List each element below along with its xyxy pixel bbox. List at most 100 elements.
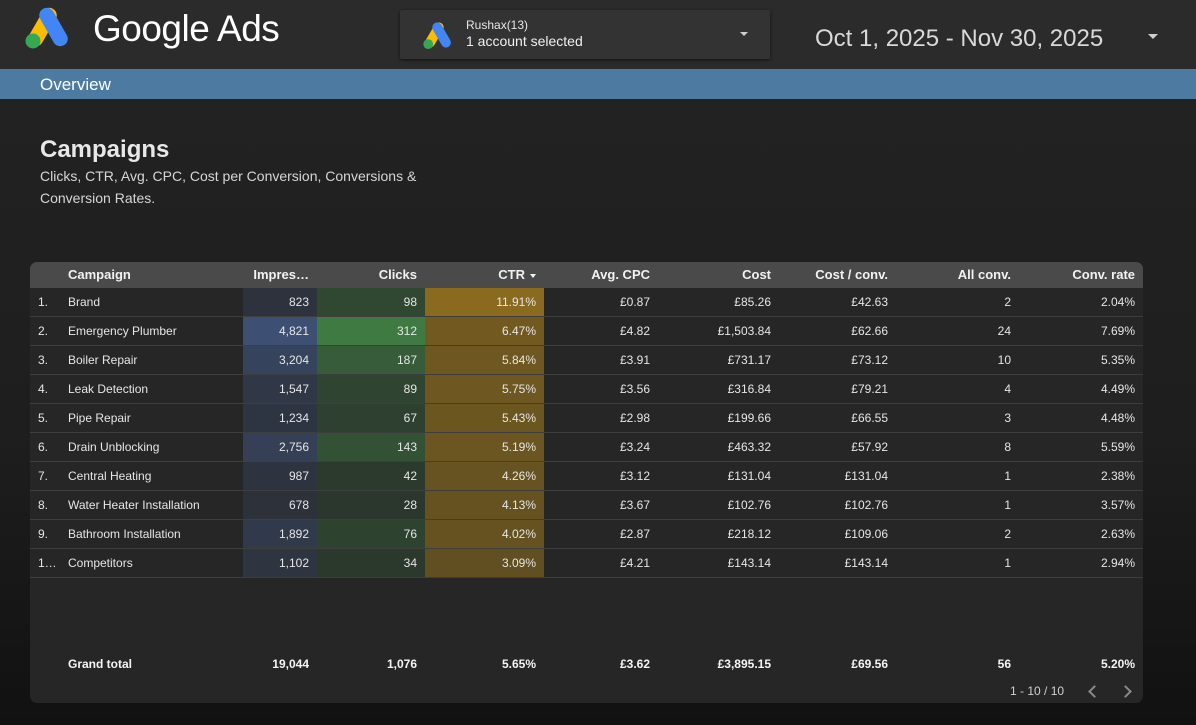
cell-avg-cpc: £3.12 <box>619 469 650 483</box>
row-number: 1… <box>38 556 57 570</box>
account-selector[interactable]: Rushax(13) 1 account selected <box>400 10 770 59</box>
cell-conv-rate: 2.94% <box>1100 556 1135 570</box>
column-header-impressions[interactable]: Impres… <box>243 262 309 288</box>
column-header-label: All conv. <box>957 267 1011 282</box>
cell-ctr: 5.43% <box>425 404 544 432</box>
column-header-label: Cost <box>742 267 771 282</box>
table-row[interactable]: 1… Competitors 1,102 34 3.09% £4.21 £143.14 £14… <box>30 549 1143 578</box>
row-number: 3. <box>38 353 49 367</box>
table-row[interactable]: 5. Pipe Repair 1,234 67 5.43% £2.98 £199.66 £66… <box>30 404 1143 433</box>
cell-ctr: 11.91% <box>425 288 544 316</box>
previous-page-button[interactable] <box>1086 683 1101 699</box>
google-ads-logo <box>24 4 72 50</box>
table-row[interactable]: 6. Drain Unblocking 2,756 143 5.19% £3.24 £463… <box>30 433 1143 462</box>
cell-clicks: 98 <box>317 288 425 316</box>
cell-ctr: 5.84% <box>425 346 544 374</box>
tab-overview[interactable]: Overview <box>40 75 111 94</box>
cell-campaign: Emergency Plumber <box>68 324 177 338</box>
cell-impressions: 4,821 <box>243 317 317 345</box>
chevron-left-icon <box>1088 685 1101 698</box>
cell-conv-rate: 3.57% <box>1100 498 1135 512</box>
column-header-avg-cpc[interactable]: Avg. CPC <box>544 262 650 288</box>
cell-ctr: 4.13% <box>425 491 544 519</box>
logo-blue-bar <box>39 7 68 47</box>
table-row[interactable]: 7. Central Heating 987 42 4.26% £3.12 £131.04 £… <box>30 462 1143 491</box>
column-header-conv-rate[interactable]: Conv. rate <box>1019 262 1135 288</box>
table-row[interactable]: 2. Emergency Plumber 4,821 312 6.47% £4.82 £1,… <box>30 317 1143 346</box>
cell-impressions: 3,204 <box>243 346 317 374</box>
row-number: 8. <box>38 498 49 512</box>
cell-campaign: Leak Detection <box>68 382 149 396</box>
account-dropdown-caret-icon[interactable] <box>740 32 748 36</box>
row-number: 4. <box>38 382 49 396</box>
grand-total-row: Grand total 19,044 1,076 5.65% £3.62 £3,895.1… <box>30 654 1143 674</box>
google-ads-logo-icon <box>25 7 68 49</box>
cell-cost: £316.84 <box>727 382 771 396</box>
cell-campaign: Boiler Repair <box>68 353 138 367</box>
column-header-cost-conv[interactable]: Cost / conv. <box>779 262 888 288</box>
pagination-label: 1 - 10 / 10 <box>1010 684 1065 698</box>
cell-clicks: 89 <box>317 375 425 403</box>
column-header-cost[interactable]: Cost <box>658 262 771 288</box>
cell-avg-cpc: £0.87 <box>619 295 650 309</box>
top-bar: Google Ads Rushax(13) 1 account selected… <box>0 0 1196 69</box>
sort-descending-icon <box>530 273 536 278</box>
column-header-campaign[interactable]: Campaign <box>68 262 243 288</box>
cell-cost-conv: £57.92 <box>851 440 888 454</box>
table-row[interactable]: 4. Leak Detection 1,547 89 5.75% £3.56 £316.84… <box>30 375 1143 404</box>
row-number: 9. <box>38 527 49 541</box>
column-header-label: CTR <box>498 267 525 282</box>
date-range-picker[interactable]: Oct 1, 2025 - Nov 30, 2025 <box>815 25 1104 52</box>
cell-all-conv: 10 <box>997 353 1011 367</box>
cell-cost: £143.14 <box>727 556 771 570</box>
cell-all-conv: 2 <box>1004 295 1011 309</box>
cell-all-conv: 1 <box>1004 498 1011 512</box>
cell-ctr: 3.09% <box>425 549 544 577</box>
cell-impressions: 987 <box>243 462 317 490</box>
cell-conv-rate: 7.69% <box>1100 324 1135 338</box>
table-row[interactable]: 1. Brand 823 98 11.91% £0.87 £85.26 £42.63 2 2.04… <box>30 288 1143 317</box>
column-header-label: Impres… <box>253 267 309 282</box>
cell-conv-rate: 2.63% <box>1100 527 1135 541</box>
cell-cost-conv: £73.12 <box>851 353 888 367</box>
date-range-dropdown-caret-icon[interactable] <box>1148 34 1158 39</box>
cell-impressions: 678 <box>243 491 317 519</box>
cell-conv-rate: 2.38% <box>1100 469 1135 483</box>
cell-cost: £731.17 <box>727 353 771 367</box>
app-name: Google Ads <box>93 8 280 49</box>
cell-all-conv: 8 <box>1004 440 1011 454</box>
cell-cost-conv: £131.04 <box>844 469 888 483</box>
grand-total-cost-conv: £69.56 <box>851 657 888 671</box>
table-row[interactable]: 9. Bathroom Installation 1,892 76 4.02% £2.87… <box>30 520 1143 549</box>
cell-campaign: Pipe Repair <box>68 411 131 425</box>
cell-impressions: 1,102 <box>243 549 317 577</box>
cell-cost: £102.76 <box>727 498 771 512</box>
column-header-clicks[interactable]: Clicks <box>317 262 417 288</box>
cell-all-conv: 3 <box>1004 411 1011 425</box>
logo-blue-bar <box>432 22 451 48</box>
cell-cost: £85.26 <box>734 295 771 309</box>
cell-cost: £131.04 <box>727 469 771 483</box>
grand-total-clicks: 1,076 <box>386 657 417 671</box>
table-row[interactable]: 3. Boiler Repair 3,204 187 5.84% £3.91 £731.17… <box>30 346 1143 375</box>
cell-cost: £463.32 <box>727 440 771 454</box>
cell-conv-rate: 2.04% <box>1100 295 1135 309</box>
cell-clicks: 67 <box>317 404 425 432</box>
cell-conv-rate: 5.35% <box>1100 353 1135 367</box>
cell-ctr: 5.19% <box>425 433 544 461</box>
cell-avg-cpc: £4.82 <box>619 324 650 338</box>
cell-ctr: 4.26% <box>425 462 544 490</box>
grand-total-all-conv: 56 <box>997 657 1011 671</box>
cell-avg-cpc: £3.91 <box>619 353 650 367</box>
column-header-ctr[interactable]: CTR <box>425 262 536 288</box>
cell-cost-conv: £109.06 <box>844 527 888 541</box>
column-header-label: Avg. CPC <box>591 267 650 282</box>
cell-impressions: 1,892 <box>243 520 317 548</box>
grand-total-label: Grand total <box>68 657 133 671</box>
column-header-all-conv[interactable]: All conv. <box>896 262 1011 288</box>
account-selection-count: 1 account selected <box>466 33 583 49</box>
next-page-button[interactable] <box>1119 683 1134 699</box>
cell-clicks: 187 <box>317 346 425 374</box>
cell-cost-conv: £62.66 <box>851 324 888 338</box>
table-row[interactable]: 8. Water Heater Installation 678 28 4.13% £3.… <box>30 491 1143 520</box>
